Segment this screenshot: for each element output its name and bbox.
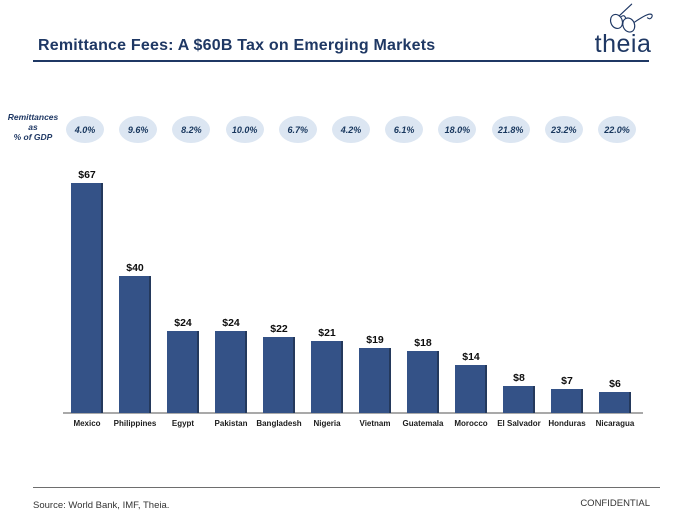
gdp-badge: 18.0%	[438, 116, 477, 143]
gdp-badge: 22.0%	[598, 116, 636, 143]
bar-value-label: $24	[174, 317, 192, 329]
gdp-badge: 4.0%	[66, 116, 104, 143]
category-label: Morocco	[454, 419, 488, 428]
category-label: Honduras	[548, 419, 586, 428]
gdp-badge: 21.8%	[491, 116, 530, 143]
bar	[551, 389, 583, 413]
category-label: Philippines	[113, 419, 157, 428]
gdp-badge: 6.1%	[385, 116, 424, 143]
gdp-badge: 4.2%	[332, 116, 370, 143]
gdp-row-label: Remittances as % of GDP	[4, 112, 62, 142]
source-note: Source: World Bank, IMF, Theia.	[33, 500, 170, 511]
category-label: Nicaragua	[595, 419, 635, 428]
bar-value-label: $24	[222, 317, 240, 329]
footer-rule	[33, 487, 660, 488]
bar	[119, 276, 151, 413]
bar-value-label: $40	[126, 262, 144, 274]
bar-value-label: $21	[318, 327, 336, 339]
category-label: El Salvador	[497, 419, 541, 428]
bar-value-label: $7	[561, 375, 573, 387]
category-label: Nigeria	[313, 419, 341, 428]
bar	[215, 331, 247, 413]
bar	[599, 392, 631, 413]
category-label: Guatemala	[402, 419, 444, 428]
gdp-badge: 10.0%	[225, 116, 264, 143]
x-axis-line	[63, 412, 643, 414]
logo-wordmark: theia	[594, 30, 652, 58]
gdp-badge: 6.7%	[278, 116, 317, 143]
bar	[359, 348, 391, 413]
bar	[455, 365, 487, 413]
bar-value-label: $18	[414, 337, 432, 349]
category-label: Egypt	[171, 419, 195, 428]
category-label: Bangladesh	[256, 419, 302, 428]
gdp-row-label-line2: as	[28, 122, 38, 133]
theia-logo: theia	[586, 2, 660, 57]
gdp-badge: 23.2%	[544, 116, 583, 143]
bar	[167, 331, 199, 413]
bar	[503, 386, 535, 413]
bar-value-label: $67	[78, 169, 96, 181]
bar	[311, 341, 343, 413]
bar-value-label: $19	[366, 334, 384, 346]
category-label: Pakistan	[214, 419, 248, 428]
gdp-row-label-line3: % of GDP	[13, 132, 53, 143]
gdp-row-label-line1: Remittances	[7, 112, 59, 122]
gdp-badge: 9.6%	[119, 116, 158, 143]
bar-value-label: $14	[462, 351, 480, 363]
bar-value-label: $6	[609, 378, 621, 390]
bar	[71, 183, 103, 413]
header-rule	[33, 60, 649, 62]
bar	[263, 337, 295, 413]
bar-value-label: $22	[270, 323, 288, 335]
glasses-icon	[590, 2, 656, 38]
gdp-badge: 8.2%	[172, 116, 211, 143]
category-label: Mexico	[73, 419, 101, 428]
bar	[407, 351, 439, 413]
category-label: Vietnam	[359, 419, 391, 428]
confidential-label: CONFIDENTIAL	[580, 498, 650, 509]
bar-value-label: $8	[513, 372, 525, 384]
page-title: Remittance Fees: A $60B Tax on Emerging …	[38, 37, 436, 54]
